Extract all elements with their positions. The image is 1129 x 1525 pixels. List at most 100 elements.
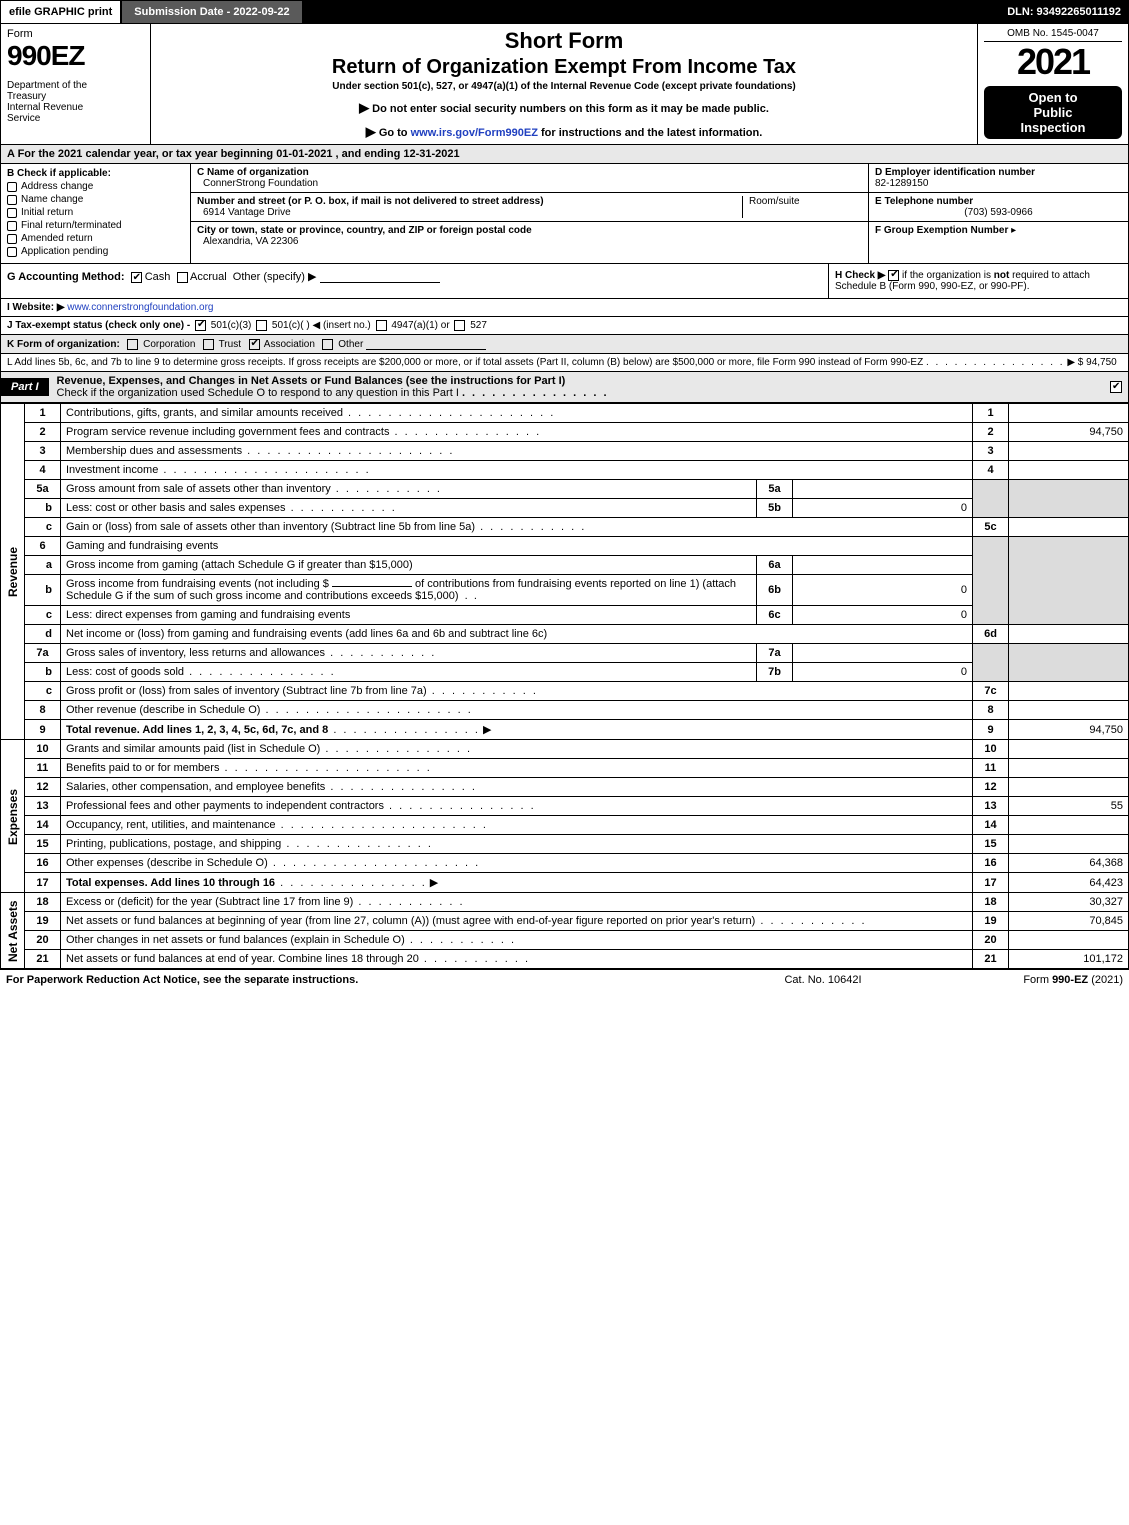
form-number: 990EZ (7, 40, 144, 72)
part1-title: Revenue, Expenses, and Changes in Net As… (49, 372, 1110, 402)
chk-address-change[interactable]: Address change (7, 181, 184, 192)
section-bc: B Check if applicable: Address change Na… (0, 164, 1129, 264)
checkbox-icon (7, 221, 17, 231)
row-a-tax-year: A For the 2021 calendar year, or tax yea… (0, 145, 1129, 164)
checkbox-icon (7, 208, 17, 218)
part1-table: Revenue 1 Contributions, gifts, grants, … (0, 403, 1129, 969)
topbar: efile GRAPHIC print Submission Date - 20… (0, 0, 1129, 24)
checkbox-icon (7, 182, 17, 192)
table-row: 20 Other changes in net assets or fund b… (1, 931, 1129, 950)
table-row: 5a Gross amount from sale of assets othe… (1, 480, 1129, 499)
chk-final-return[interactable]: Final return/terminated (7, 220, 184, 231)
street-label: Number and street (or P. O. box, if mail… (197, 196, 742, 207)
table-row: b Less: cost of goods sold 7b 0 (1, 663, 1129, 682)
table-row: c Gross profit or (loss) from sales of i… (1, 682, 1129, 701)
chk-amended-return[interactable]: Amended return (7, 233, 184, 244)
header-left: Form 990EZ Department of theTreasuryInte… (1, 24, 151, 144)
part1-header: Part I Revenue, Expenses, and Changes in… (0, 372, 1129, 403)
irs-link[interactable]: www.irs.gov/Form990EZ (411, 127, 538, 139)
phone-val: (703) 593-0966 (875, 207, 1122, 218)
table-row: 11 Benefits paid to or for members 11 (1, 759, 1129, 778)
table-row: Expenses 10 Grants and similar amounts p… (1, 740, 1129, 759)
checkbox-icon (7, 234, 17, 244)
row-website: I Website: ▶ www.connerstrongfoundation.… (0, 299, 1129, 317)
return-title: Return of Organization Exempt From Incom… (157, 56, 971, 79)
table-row: b Gross income from fundraising events (… (1, 575, 1129, 606)
col-b-title: B Check if applicable: (7, 168, 184, 179)
ein-val: 82-1289150 (875, 178, 1122, 189)
ein-row: D Employer identification number 82-1289… (869, 164, 1128, 193)
row-tax-exempt: J Tax-exempt status (check only one) - 5… (0, 317, 1129, 335)
org-name: ConnerStrong Foundation (203, 178, 318, 189)
table-row: b Less: cost or other basis and sales ex… (1, 499, 1129, 518)
other-specify-input[interactable] (320, 271, 440, 283)
efile-label: efile GRAPHIC print (9, 6, 112, 18)
ein-label: D Employer identification number (875, 167, 1122, 178)
org-name-label: C Name of organization (197, 167, 318, 178)
netassets-vlabel: Net Assets (1, 893, 25, 969)
table-row: 19 Net assets or fund balances at beginn… (1, 912, 1129, 931)
phone-row: E Telephone number (703) 593-0966 (869, 193, 1128, 222)
chk-name-change[interactable]: Name change (7, 194, 184, 205)
other-org-input[interactable] (366, 338, 486, 350)
efile-print[interactable]: efile GRAPHIC print (0, 0, 121, 24)
header-right: OMB No. 1545-0047 2021 Open toPublicInsp… (978, 24, 1128, 144)
table-row: 17 Total expenses. Add lines 10 through … (1, 873, 1129, 893)
chk-accrual[interactable] (177, 272, 188, 283)
paperwork-notice: For Paperwork Reduction Act Notice, see … (6, 974, 723, 986)
short-form-title: Short Form (157, 28, 971, 54)
chk-501c3[interactable] (195, 320, 206, 331)
chk-association[interactable] (249, 339, 260, 350)
table-row: d Net income or (loss) from gaming and f… (1, 625, 1129, 644)
chk-initial-return[interactable]: Initial return (7, 207, 184, 218)
chk-schedule-b[interactable] (888, 270, 899, 281)
chk-4947[interactable] (376, 320, 387, 331)
street-row: Number and street (or P. O. box, if mail… (191, 193, 868, 222)
revenue-vlabel: Revenue (1, 404, 25, 740)
room-suite: Room/suite (742, 196, 862, 218)
street-val: 6914 Vantage Drive (203, 207, 742, 218)
gross-receipts-val: $ 94,750 (1078, 357, 1117, 368)
chk-trust[interactable] (203, 339, 214, 350)
chk-schedule-o[interactable] (1110, 381, 1122, 393)
submission-date: Submission Date - 2022-09-22 (121, 0, 302, 24)
dots (462, 387, 609, 399)
cat-no: Cat. No. 10642I (723, 974, 923, 986)
table-row: 4 Investment income 4 (1, 461, 1129, 480)
org-name-row: C Name of organization ConnerStrong Foun… (191, 164, 868, 193)
part1-tag: Part I (1, 378, 49, 396)
chk-other-org[interactable] (322, 339, 333, 350)
note-goto: ▶ Go to www.irs.gov/Form990EZ for instru… (157, 124, 971, 140)
website-link[interactable]: www.connerstrongfoundation.org (67, 302, 213, 313)
fundraising-amount-input[interactable] (332, 586, 412, 587)
accounting-method: G Accounting Method: Cash Accrual Other … (1, 264, 828, 298)
schedule-b-check: H Check ▶ if the organization is not req… (828, 264, 1128, 298)
table-row: 15 Printing, publications, postage, and … (1, 835, 1129, 854)
chk-application-pending[interactable]: Application pending (7, 246, 184, 257)
chk-501c[interactable] (256, 320, 267, 331)
table-row: 12 Salaries, other compensation, and emp… (1, 778, 1129, 797)
group-exemption-row: F Group Exemption Number (869, 222, 1128, 263)
table-row: a Gross income from gaming (attach Sched… (1, 556, 1129, 575)
phone-label: E Telephone number (875, 196, 1122, 207)
table-row: c Less: direct expenses from gaming and … (1, 606, 1129, 625)
note-ssn: ▶ Do not enter social security numbers o… (157, 100, 971, 116)
chk-corporation[interactable] (127, 339, 138, 350)
public-inspection: Open toPublicInspection (984, 86, 1122, 139)
form-word: Form (7, 28, 144, 40)
chk-cash[interactable] (131, 272, 142, 283)
row-gh: G Accounting Method: Cash Accrual Other … (0, 264, 1129, 299)
table-row: 7a Gross sales of inventory, less return… (1, 644, 1129, 663)
table-row: 13 Professional fees and other payments … (1, 797, 1129, 816)
row-form-org: K Form of organization: Corporation Trus… (0, 335, 1129, 354)
table-row: Revenue 1 Contributions, gifts, grants, … (1, 404, 1129, 423)
city-val: Alexandria, VA 22306 (203, 236, 532, 247)
dln: DLN: 93492265011192 (999, 0, 1129, 24)
chk-527[interactable] (454, 320, 465, 331)
row-l-gross-receipts: L Add lines 5b, 6c, and 7b to line 9 to … (0, 354, 1129, 372)
table-row: 21 Net assets or fund balances at end of… (1, 950, 1129, 969)
topbar-spacer (303, 0, 1000, 24)
city-row: City or town, state or province, country… (191, 222, 868, 250)
checkbox-icon (7, 195, 17, 205)
group-exemption-label: F Group Exemption Number (875, 225, 1008, 236)
